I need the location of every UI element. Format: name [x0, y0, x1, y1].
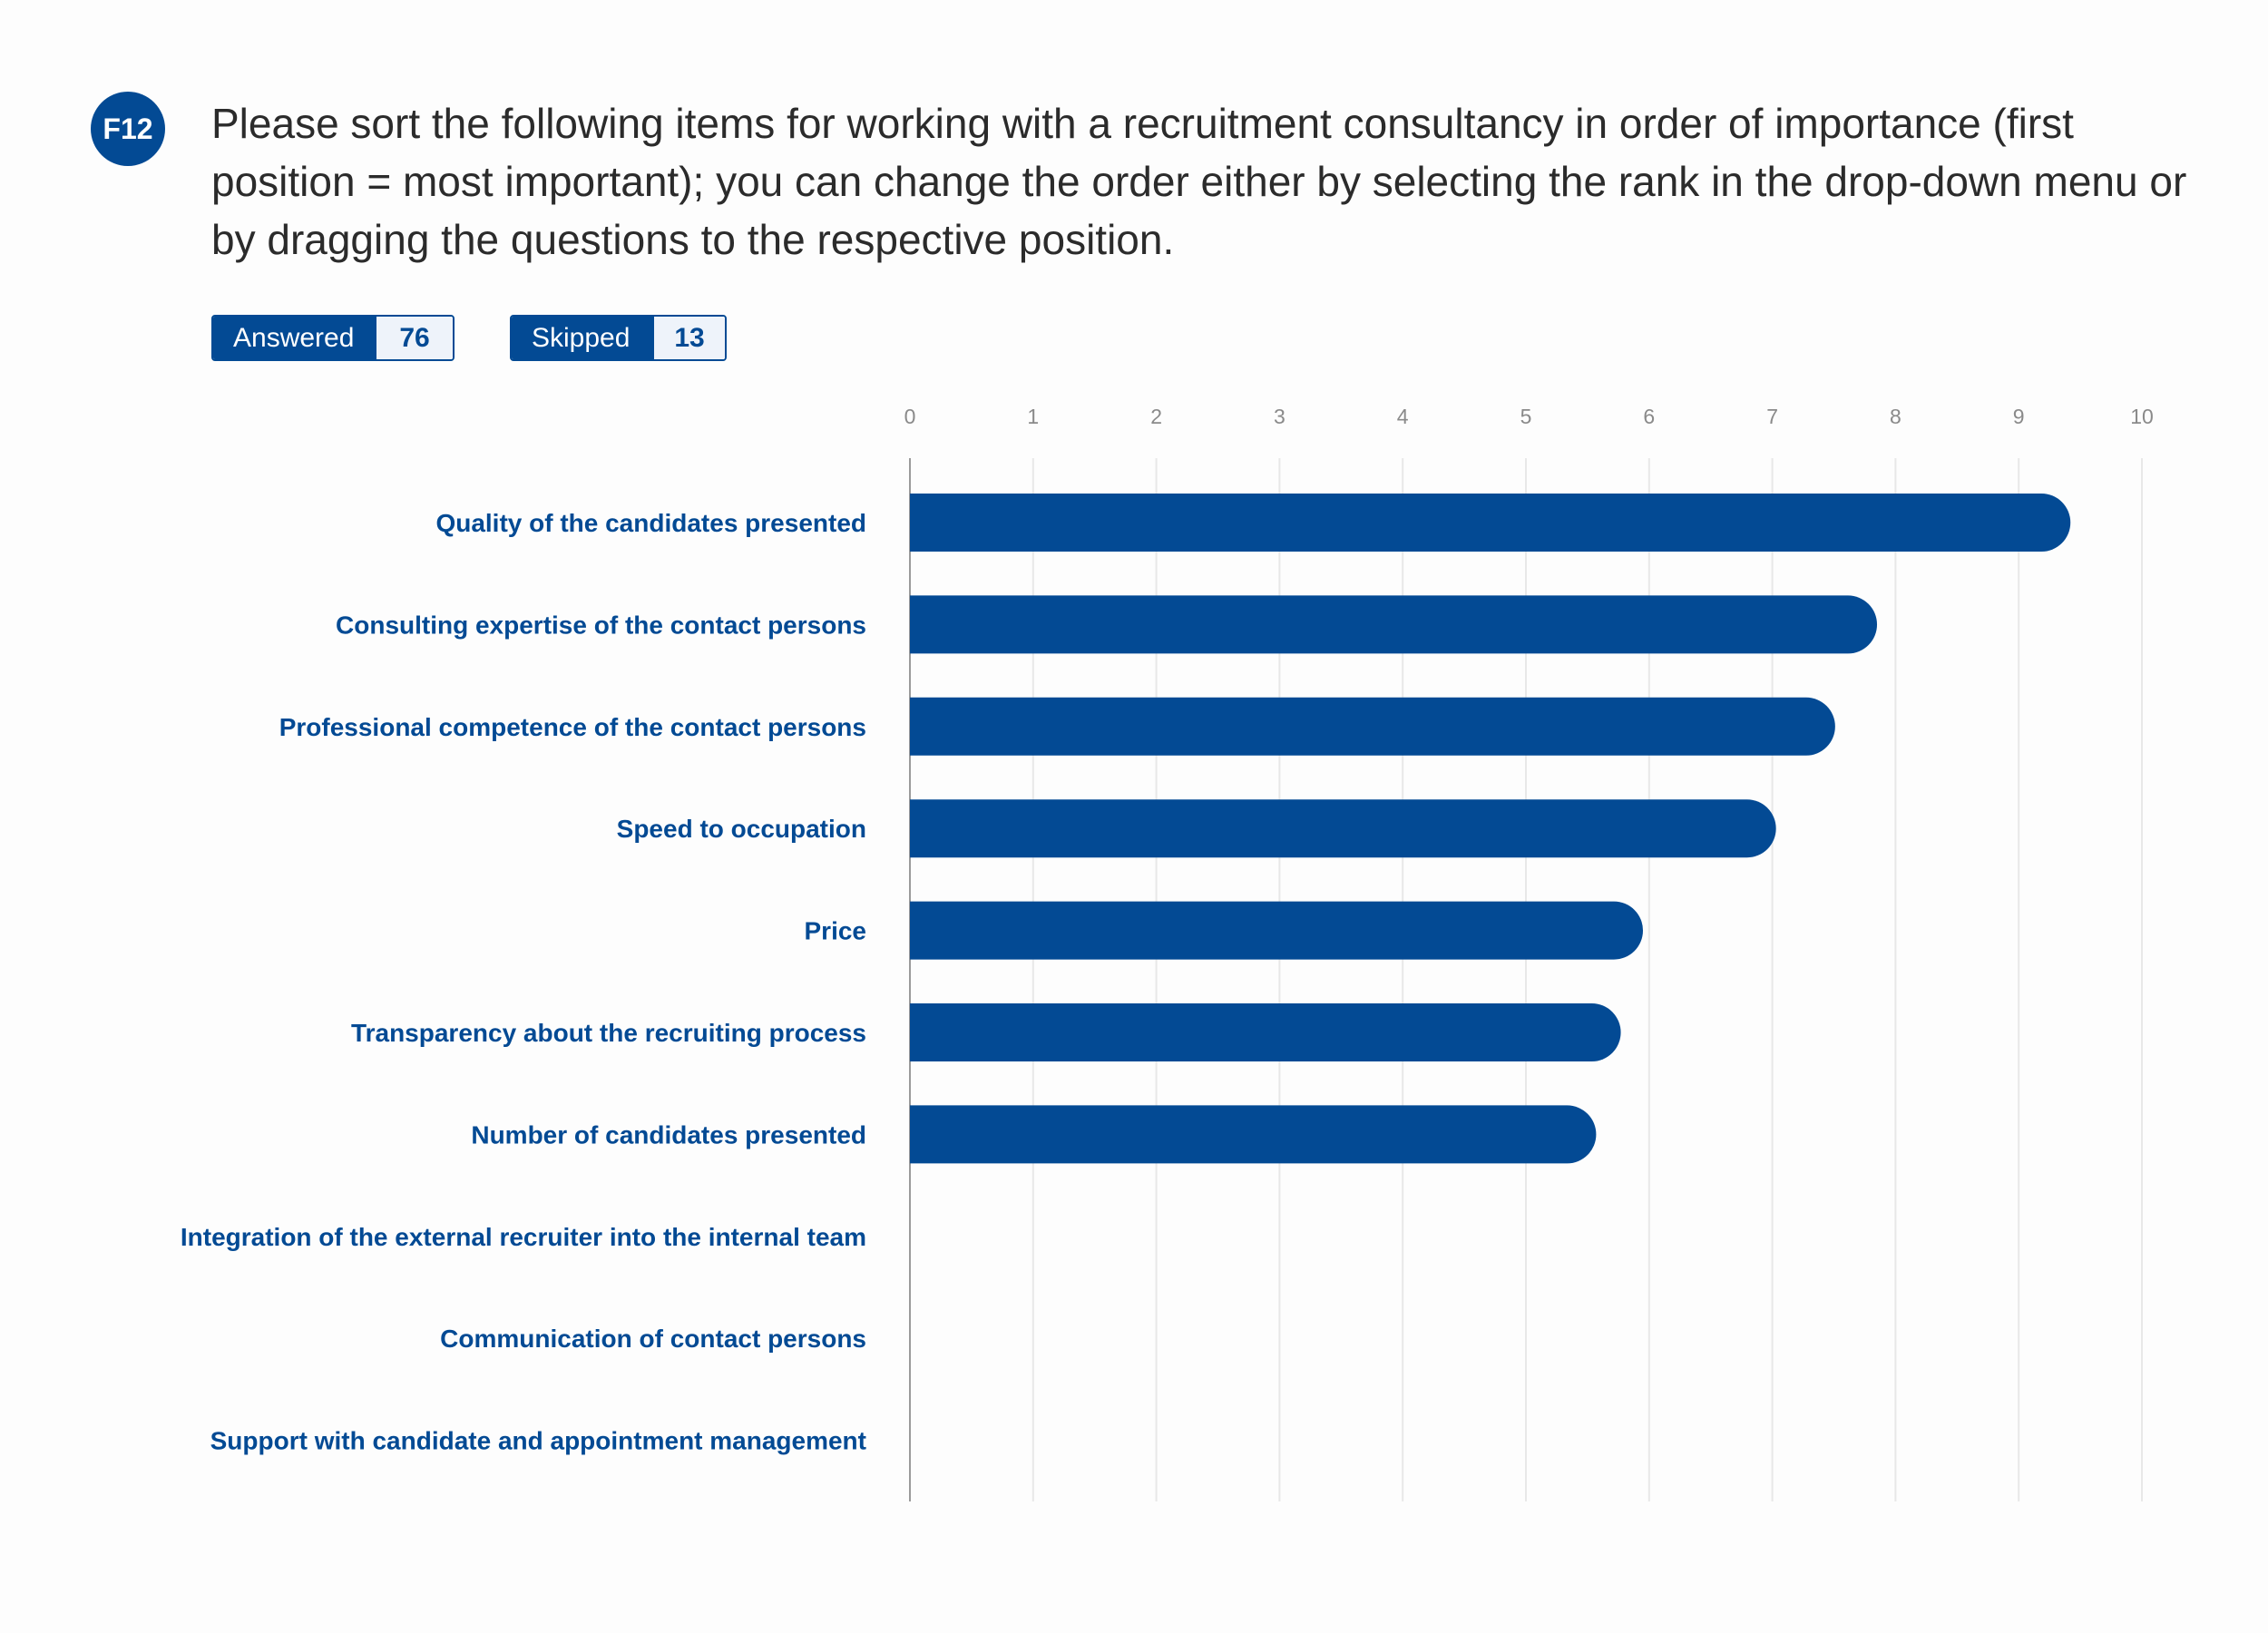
answered-label: Answered — [213, 317, 376, 359]
skipped-stat: Skipped 13 — [510, 315, 727, 361]
bar — [910, 799, 1776, 858]
x-tick-label: 10 — [2130, 405, 2154, 428]
bar — [910, 697, 1835, 756]
category-label: Price — [805, 917, 867, 945]
question-text: Please sort the following items for work… — [211, 100, 2187, 263]
skipped-label: Skipped — [512, 317, 654, 359]
bar — [910, 1105, 1597, 1164]
skipped-count: 13 — [654, 317, 725, 359]
bar — [910, 1003, 1621, 1061]
category-label: Integration of the external recruiter in… — [181, 1223, 866, 1251]
x-tick-label: 8 — [1890, 405, 1901, 428]
answered-stat: Answered 76 — [211, 315, 455, 361]
x-tick-label: 9 — [2013, 405, 2025, 428]
x-tick-label: 7 — [1766, 405, 1778, 428]
category-label: Quality of the candidates presented — [435, 509, 866, 537]
x-tick-label: 2 — [1150, 405, 1162, 428]
answered-count: 76 — [376, 317, 453, 359]
category-label: Professional competence of the contact p… — [279, 713, 866, 741]
category-label: Consulting expertise of the contact pers… — [336, 611, 866, 639]
category-label: Number of candidates presented — [471, 1120, 866, 1149]
question-number-badge: F12 — [91, 92, 165, 166]
bar — [910, 595, 1878, 654]
category-label: Transparency about the recruiting proces… — [351, 1019, 866, 1047]
category-label: Speed to occupation — [617, 815, 866, 843]
category-label: Communication of contact persons — [440, 1325, 866, 1353]
x-tick-label: 6 — [1643, 405, 1655, 428]
x-tick-label: 0 — [904, 405, 916, 428]
x-tick-label: 4 — [1397, 405, 1409, 428]
category-label: Support with candidate and appointment m… — [210, 1427, 866, 1455]
bar — [910, 901, 1644, 960]
x-tick-label: 3 — [1274, 405, 1286, 428]
bar — [910, 494, 2071, 552]
x-tick-label: 5 — [1520, 405, 1532, 428]
x-tick-label: 1 — [1027, 405, 1039, 428]
